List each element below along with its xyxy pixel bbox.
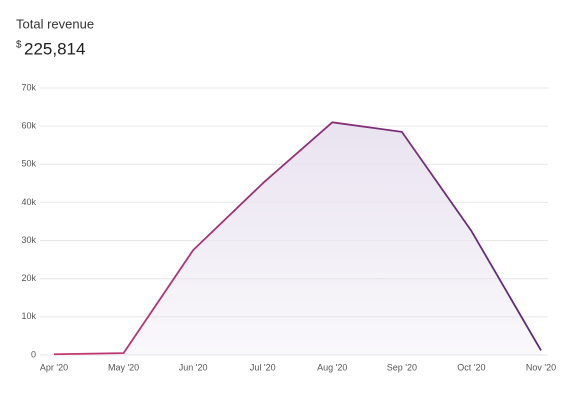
y-tick-label: 0	[31, 349, 36, 359]
x-tick-label: Sep '20	[387, 362, 417, 372]
y-tick-label: 40k	[21, 197, 36, 207]
y-tick-label: 50k	[21, 159, 36, 169]
chart-title: Total revenue	[16, 16, 94, 31]
y-tick-label: 10k	[21, 311, 36, 321]
x-tick-label: Apr '20	[40, 362, 68, 372]
x-tick-label: Nov '20	[526, 362, 556, 372]
area	[54, 122, 541, 355]
x-tick-label: May '20	[108, 362, 139, 372]
total: 225,814	[24, 39, 85, 58]
x-tick-label: Aug '20	[317, 362, 347, 372]
currency: $	[16, 40, 22, 51]
x-tick-label: Jul '20	[250, 362, 276, 372]
y-tick-label: 70k	[21, 82, 36, 92]
y-tick-label: 20k	[21, 273, 36, 283]
x-tick-label: Oct '20	[457, 362, 485, 372]
y-tick-label: 30k	[21, 235, 36, 245]
line	[53, 121, 542, 356]
y-tick-label: 60k	[21, 121, 36, 131]
x-tick-label: Jun '20	[179, 362, 208, 372]
